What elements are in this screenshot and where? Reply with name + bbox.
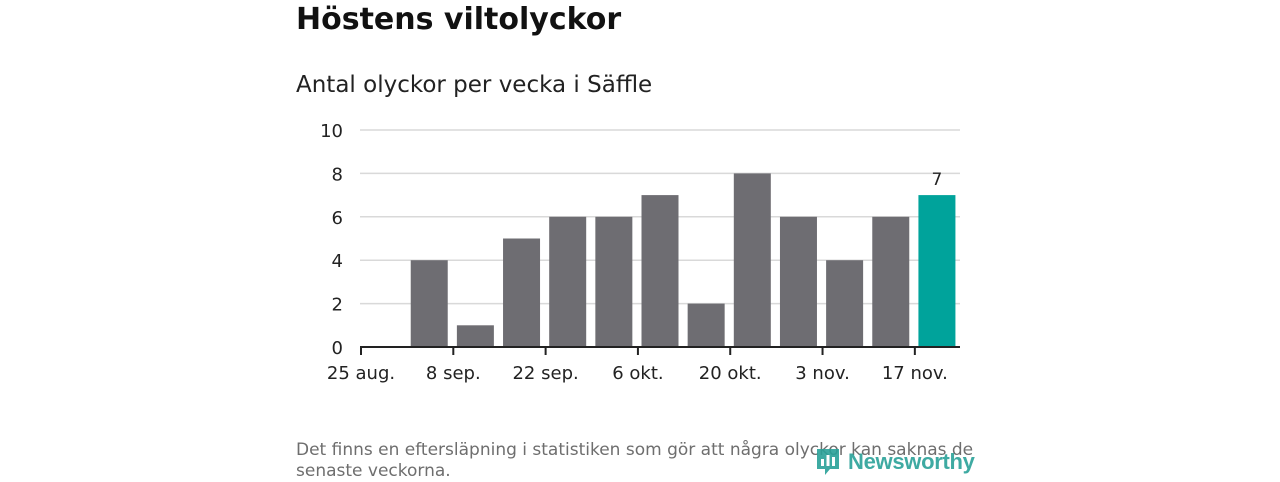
chart-subtitle: Antal olyckor per vecka i Säffle bbox=[296, 72, 653, 98]
bar-value-label: 7 bbox=[932, 170, 943, 190]
chart-title: Höstens viltolyckor bbox=[296, 2, 622, 37]
bar bbox=[687, 303, 725, 347]
x-tick-label: 8 sep. bbox=[426, 363, 481, 384]
x-tick-label: 17 nov. bbox=[882, 363, 948, 384]
x-tick-label: 3 nov. bbox=[795, 363, 850, 384]
newsworthy-logo: Newsworthy bbox=[814, 446, 975, 478]
x-tick-label: 6 okt. bbox=[612, 363, 663, 384]
bar-chart: 0 2 4 6 8 10 7 25 aug. 8 sep. 22 sep. 6 okt. 20 okt… bbox=[320, 121, 960, 384]
y-tick-label: 10 bbox=[320, 121, 343, 142]
bar bbox=[872, 216, 910, 347]
bar bbox=[595, 216, 633, 347]
y-tick-label: 4 bbox=[332, 251, 343, 272]
y-tick-label: 0 bbox=[332, 338, 343, 359]
bar bbox=[826, 260, 864, 347]
bar bbox=[779, 216, 817, 347]
y-tick-label: 6 bbox=[332, 208, 343, 229]
newsworthy-logo-icon bbox=[817, 449, 839, 475]
bar bbox=[641, 195, 679, 347]
x-tick-label: 25 aug. bbox=[327, 363, 395, 384]
bar bbox=[456, 325, 494, 347]
bar bbox=[410, 260, 448, 347]
bar bbox=[549, 216, 587, 347]
x-tick-label: 22 sep. bbox=[512, 363, 578, 384]
y-tick-label: 2 bbox=[332, 295, 343, 316]
footnote: Det finns en eftersläpning i statistiken… bbox=[296, 440, 974, 481]
bar bbox=[733, 173, 771, 347]
x-tick-label: 20 okt. bbox=[699, 363, 762, 384]
bar bbox=[503, 238, 541, 347]
newsworthy-logo-text: Newsworthy bbox=[848, 449, 975, 474]
bar bbox=[918, 195, 956, 347]
y-tick-label: 8 bbox=[332, 164, 343, 185]
